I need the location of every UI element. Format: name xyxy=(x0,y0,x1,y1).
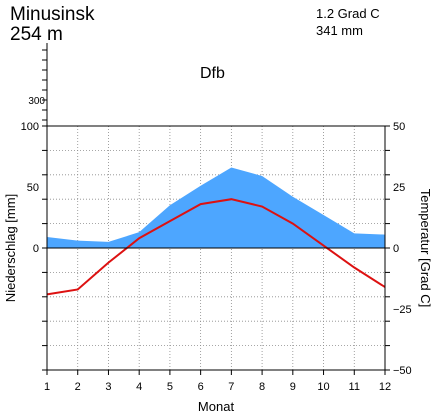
right-tick-label: −50 xyxy=(393,365,412,377)
mean-temperature: 1.2 Grad C xyxy=(316,6,380,21)
x-tick-label: 11 xyxy=(349,381,360,393)
x-tick-label: 6 xyxy=(198,381,204,393)
x-tick-label: 3 xyxy=(105,381,111,393)
annual-precipitation: 341 mm xyxy=(316,23,363,38)
station-elevation: 254 m xyxy=(10,24,63,45)
left-tick-label: 100 xyxy=(21,121,39,133)
station-name: Minusinsk xyxy=(10,4,95,25)
upper-axis-tick-label: 300 xyxy=(28,96,45,107)
right-tick-label: 0 xyxy=(393,243,399,255)
temperature-line xyxy=(46,198,386,296)
x-tick-label: 1 xyxy=(44,381,50,393)
right-tick-label: 25 xyxy=(393,182,405,194)
x-axis-label: Monat xyxy=(198,399,235,414)
x-tick-label: 7 xyxy=(228,381,234,393)
climate-class: Dfb xyxy=(200,65,225,82)
x-tick-label: 10 xyxy=(317,381,329,393)
precipitation-area xyxy=(47,167,385,248)
precipitation-layer xyxy=(46,167,386,248)
temperature-layer xyxy=(46,198,386,296)
left-tick-label: 50 xyxy=(27,182,39,194)
chart-axes xyxy=(42,43,390,375)
y-axis-left-label: Niederschlag [mm] xyxy=(3,194,18,302)
x-tick-label: 9 xyxy=(290,381,296,393)
right-tick-label: 50 xyxy=(393,121,405,133)
y-axis-right-label: Temperatur [Grad C] xyxy=(418,189,433,308)
upper-precip-axis: 300 xyxy=(28,49,47,121)
x-tick-label: 12 xyxy=(379,381,391,393)
left-tick-label: 0 xyxy=(33,243,39,255)
x-tick-label: 8 xyxy=(259,381,265,393)
x-tick-label: 2 xyxy=(75,381,81,393)
x-tick-label: 4 xyxy=(136,381,142,393)
x-tick-label: 5 xyxy=(167,381,173,393)
right-tick-label: −25 xyxy=(393,304,412,316)
